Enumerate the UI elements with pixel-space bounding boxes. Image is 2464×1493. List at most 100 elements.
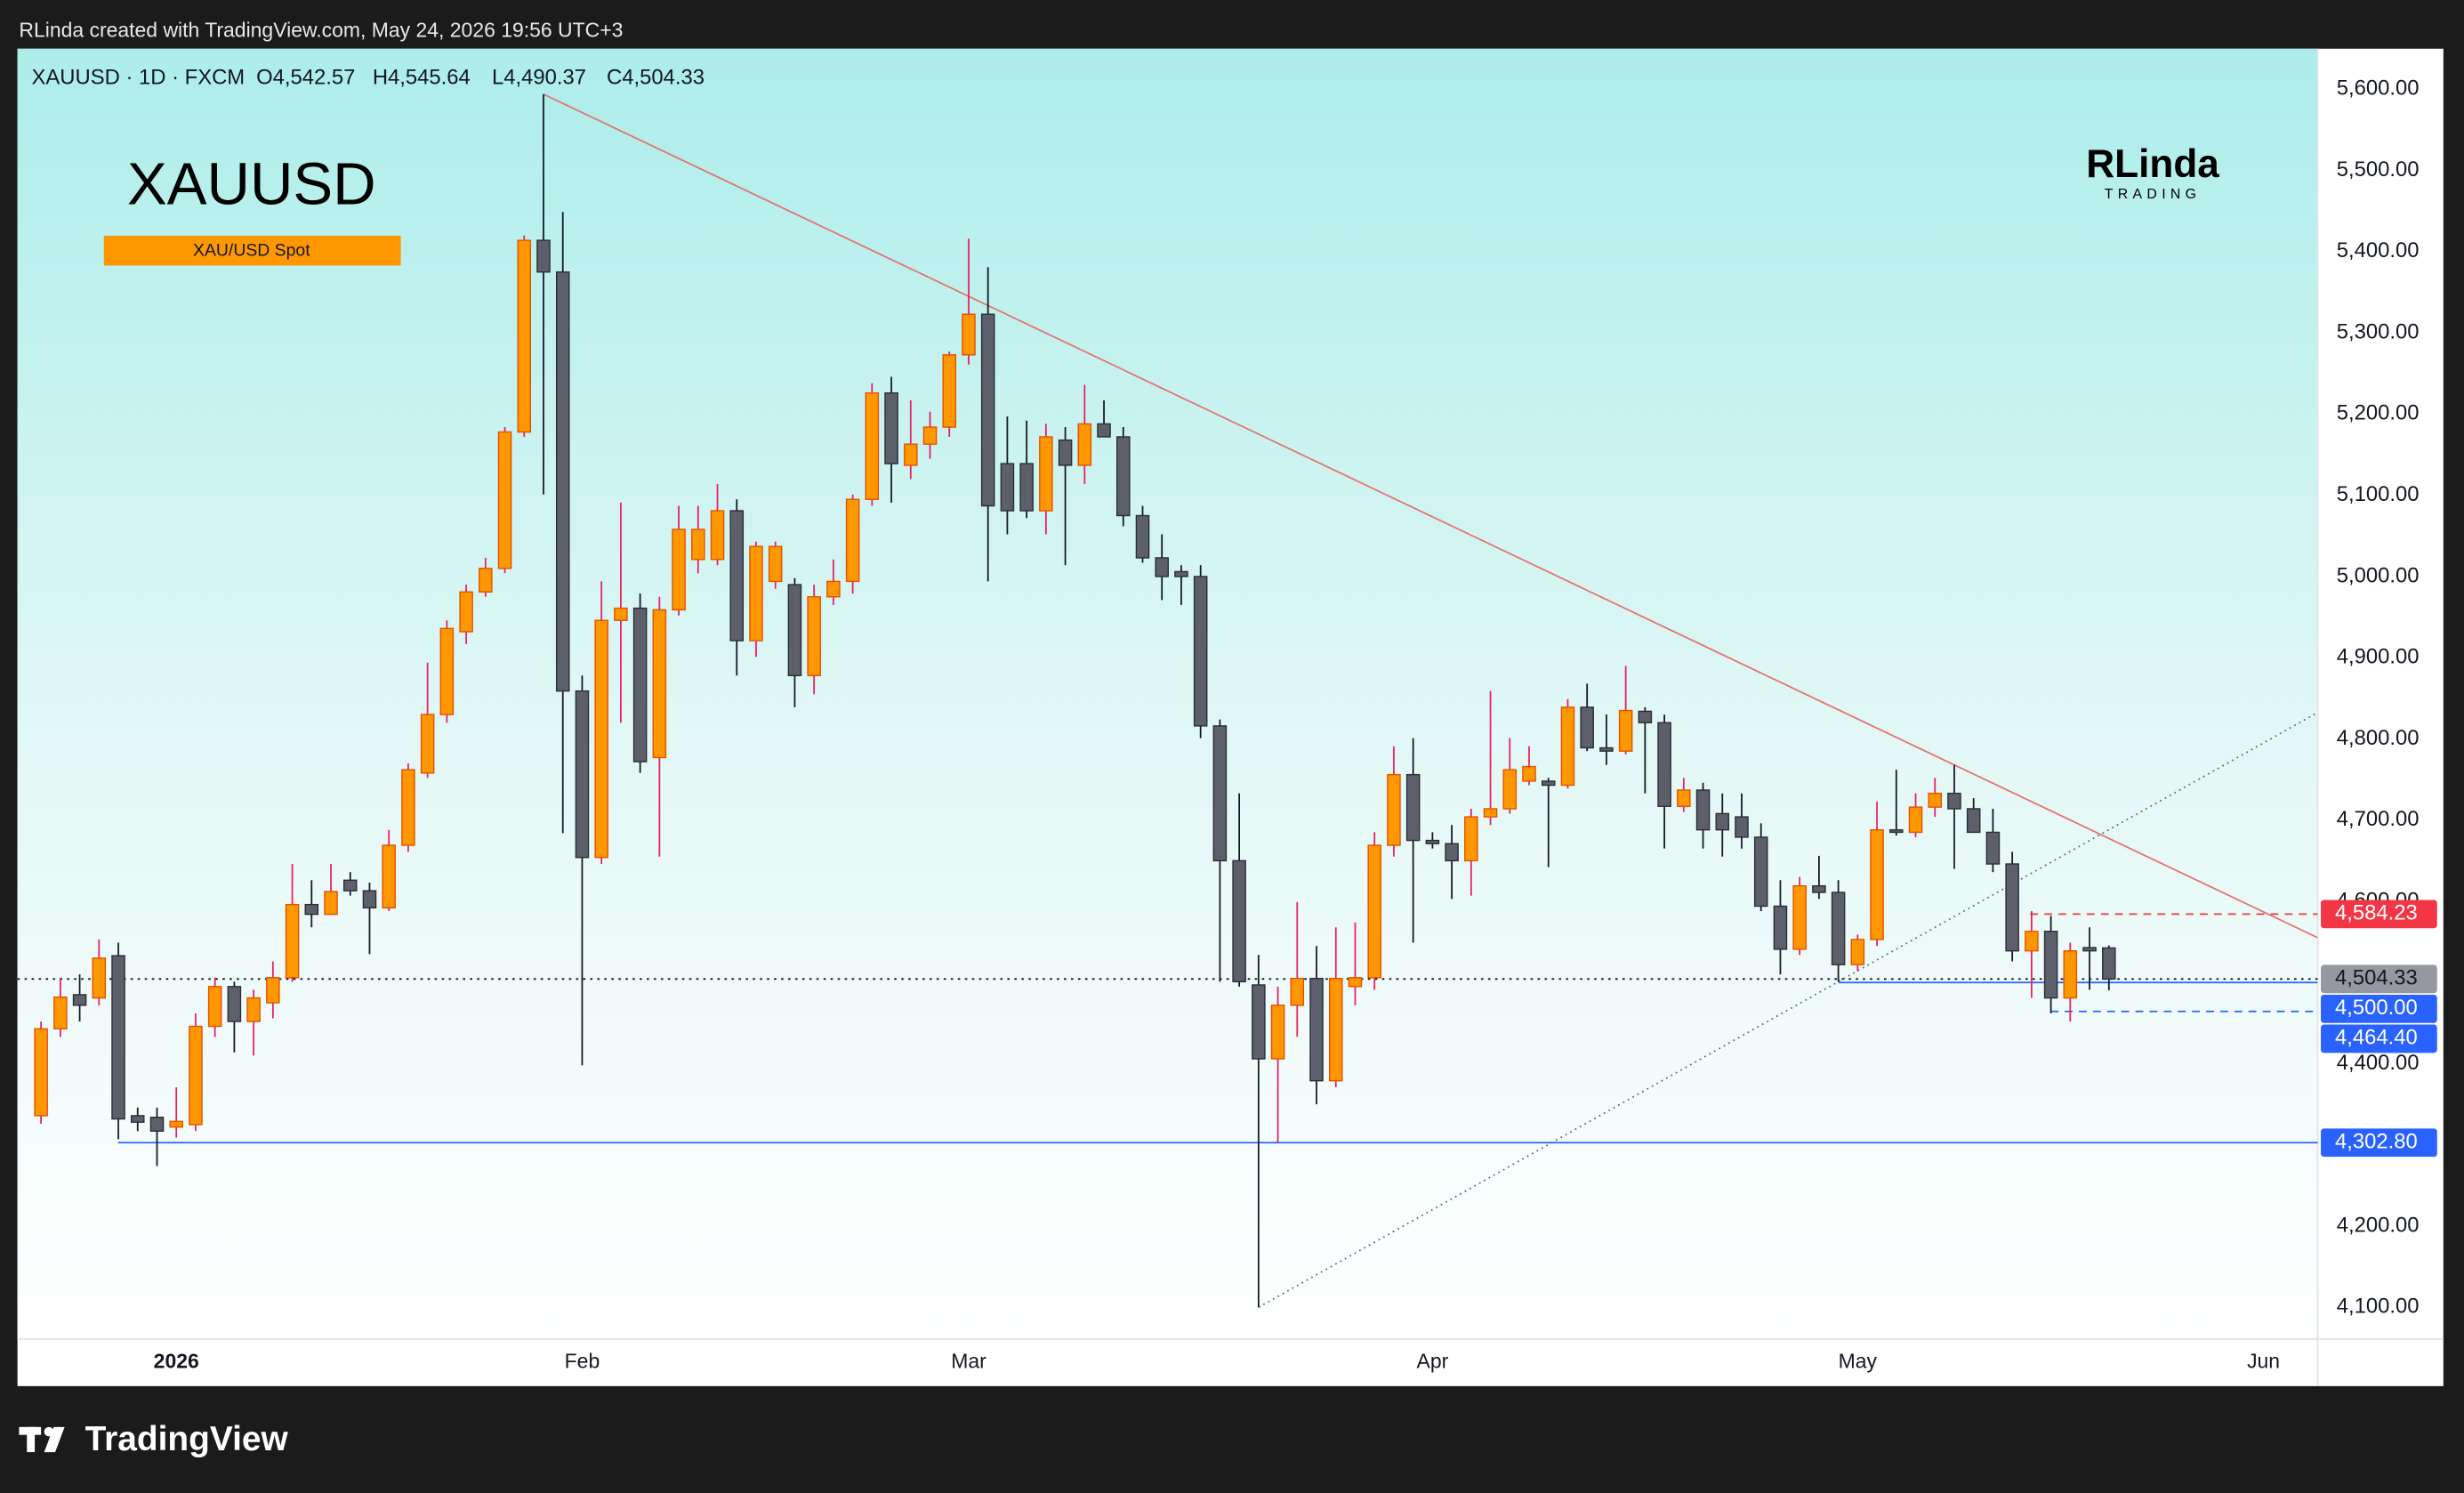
candle-body: [1367, 844, 1381, 979]
candle-body: [149, 1117, 165, 1132]
y-tick-label: 5,600.00: [2337, 77, 2420, 101]
candle-body: [189, 1025, 203, 1126]
candle-body: [1097, 423, 1111, 438]
candle-body: [632, 607, 648, 763]
price-badge: [2321, 994, 2437, 1023]
candle-body: [922, 426, 938, 445]
candle-body: [1039, 436, 1053, 512]
legend-open: O4,542.57: [256, 66, 355, 90]
candle-body: [555, 271, 570, 692]
x-tick-label: 2026: [154, 1349, 199, 1372]
candle-body: [1947, 792, 1961, 810]
candle-body: [266, 977, 280, 1004]
candle-body: [342, 879, 358, 892]
candle-body: [1599, 746, 1614, 752]
candle-body: [884, 391, 898, 464]
candle-body: [1735, 816, 1749, 838]
candle-body: [845, 498, 860, 583]
candle-body: [536, 239, 551, 273]
candle-body: [169, 1120, 183, 1128]
candle-body: [729, 510, 745, 642]
y-tick-label: 5,100.00: [2337, 482, 2420, 506]
candle-body: [1019, 463, 1034, 512]
candle-body: [1870, 828, 1884, 940]
x-tick-label: Feb: [565, 1349, 600, 1372]
y-tick-label: 4,200.00: [2337, 1213, 2420, 1237]
candle-body: [1889, 828, 1904, 834]
candle-body: [1115, 436, 1131, 517]
candle-body: [787, 584, 802, 677]
candle-body: [1000, 463, 1015, 512]
chart-subtitle: XAU/USD Spot: [193, 241, 310, 261]
candle-body: [1812, 884, 1826, 893]
overlay: XAUUSD · 1D · FXCM O4,542.57 H4,545.64 L…: [32, 66, 2219, 266]
legend-close: C4,504.33: [607, 66, 705, 90]
candle-body: [2082, 947, 2097, 952]
candle-body: [362, 890, 377, 909]
candle-body: [826, 580, 841, 598]
candle-body: [1677, 789, 1691, 807]
candle-body: [2043, 931, 2058, 999]
candle-body: [1580, 706, 1594, 749]
candle-body: [246, 997, 261, 1022]
price-badge-label: 4,302.80: [2335, 1130, 2418, 1154]
header: RLinda created with TradingView.com, May…: [19, 18, 623, 41]
candle-body: [1425, 839, 1440, 844]
candle-body: [1464, 816, 1478, 862]
support-trendline: [1258, 711, 2318, 1309]
candle-body: [1753, 836, 1768, 908]
candle-body: [72, 994, 87, 1006]
candle-body: [962, 313, 976, 356]
candle-body: [1212, 725, 1228, 862]
axes: 4,100.004,200.004,300.004,400.004,500.00…: [154, 77, 2437, 1372]
price-badge-label: 4,584.23: [2335, 901, 2418, 925]
candle-body: [420, 714, 435, 774]
x-tick-label: May: [1839, 1349, 1878, 1372]
logo-shape: [27, 1426, 36, 1453]
y-tick-label: 4,800.00: [2337, 726, 2420, 750]
price-badge: [2321, 1024, 2437, 1053]
candle-body: [1058, 439, 1073, 466]
candle-body: [1541, 780, 1556, 787]
y-tick-label: 5,400.00: [2337, 238, 2420, 262]
y-tick-label: 5,200.00: [2337, 401, 2420, 425]
candle-body: [1348, 977, 1363, 988]
x-tick-label: Jun: [2247, 1349, 2280, 1372]
candle-body: [980, 313, 995, 507]
candle-body: [1483, 808, 1498, 818]
footer-logo: TradingView: [19, 1420, 288, 1458]
candle-body: [34, 1028, 48, 1117]
candle-body: [401, 769, 415, 846]
candle-body: [1560, 706, 1575, 787]
candle-body: [1309, 977, 1324, 1082]
candle-body: [1290, 977, 1305, 1006]
candle-body: [479, 568, 493, 593]
y-tick-label: 5,000.00: [2337, 563, 2420, 587]
logo-name: RLinda: [2086, 142, 2219, 186]
candle-body: [614, 607, 628, 621]
candle-body: [1445, 843, 1459, 862]
candle-body: [304, 903, 319, 916]
candle-body: [942, 354, 957, 428]
candle-body: [710, 510, 725, 561]
candle-body: [575, 690, 590, 859]
candle-body: [53, 996, 68, 1029]
candle-body: [904, 443, 918, 466]
candle-body: [2005, 863, 2019, 952]
candle-body: [207, 986, 222, 1028]
legend-symbol: XAUUSD · 1D · FXCM: [32, 66, 246, 90]
candle-body: [1252, 984, 1266, 1060]
candle-body: [1270, 1005, 1285, 1060]
candle-body: [1715, 812, 1730, 831]
price-badge-label: 4,500.00: [2335, 996, 2418, 1020]
candle-body: [227, 986, 242, 1022]
candle-body: [1773, 905, 1788, 950]
y-tick-label: 4,900.00: [2337, 645, 2420, 669]
footer: TradingView: [85, 1420, 289, 1458]
candle-body: [2063, 949, 2078, 999]
candle-body: [768, 545, 783, 583]
candle-body: [1155, 557, 1169, 577]
price-badge-label: 4,504.33: [2335, 966, 2418, 990]
candle-body: [807, 596, 821, 677]
